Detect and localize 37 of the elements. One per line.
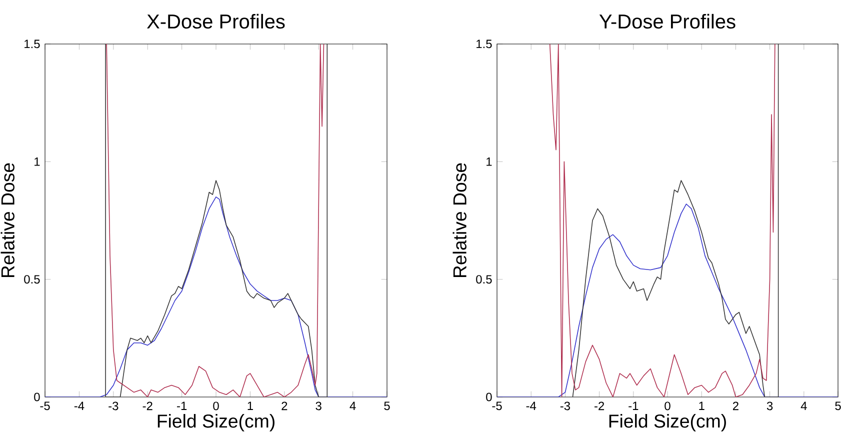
y-tick-label: 1.5 <box>476 40 492 48</box>
x-tick-label: 4 <box>800 402 807 410</box>
x-tick-label: 2 <box>282 402 288 410</box>
x-tick-label: -3 <box>560 402 570 410</box>
y-tick-label: 1.5 <box>24 40 40 48</box>
x-axis-title: Field Size(cm) <box>158 414 274 432</box>
x-tick-label: 4 <box>350 402 356 410</box>
x-tick-label: 5 <box>384 402 390 410</box>
x-axis-title: Field Size(cm) <box>609 414 726 432</box>
x-tick-label: -1 <box>628 402 638 410</box>
x-tick-label: -3 <box>108 402 118 410</box>
x-tick-label: -4 <box>74 402 84 410</box>
x-tick-label: 0 <box>664 402 670 410</box>
x-tick-label: -2 <box>142 402 152 410</box>
y-axis-title: Relative Dose <box>452 163 466 278</box>
y-tick-label: 0.5 <box>24 275 40 284</box>
y-tick-label: 1 <box>34 158 40 166</box>
x-tick-label: -2 <box>594 402 604 410</box>
x-tick-label: -4 <box>526 402 536 410</box>
chart-title: X-Dose Profiles <box>146 14 285 29</box>
x-tick-label: 2 <box>732 402 738 410</box>
x-tick-label: 0 <box>213 402 219 410</box>
x-tick-label: -1 <box>177 402 187 410</box>
line-series <box>45 196 388 397</box>
x-tick-label: 3 <box>316 402 322 410</box>
y-tick-label: 0.5 <box>476 275 492 284</box>
x-tick-label: 1 <box>699 402 704 410</box>
x-tick-label: 5 <box>835 402 841 410</box>
y-tick-label: 0 <box>486 392 492 402</box>
x-tick-label: 1 <box>248 402 253 410</box>
y-axis-title: Relative Dose <box>0 163 14 278</box>
x-tick-label: -5 <box>40 402 50 410</box>
chart-title: Y-Dose Profiles <box>599 14 736 29</box>
x-tick-label: 3 <box>766 402 773 410</box>
y-tick-label: 0 <box>34 392 40 402</box>
x-tick-label: -5 <box>492 402 502 410</box>
y-tick-label: 1 <box>486 158 492 166</box>
